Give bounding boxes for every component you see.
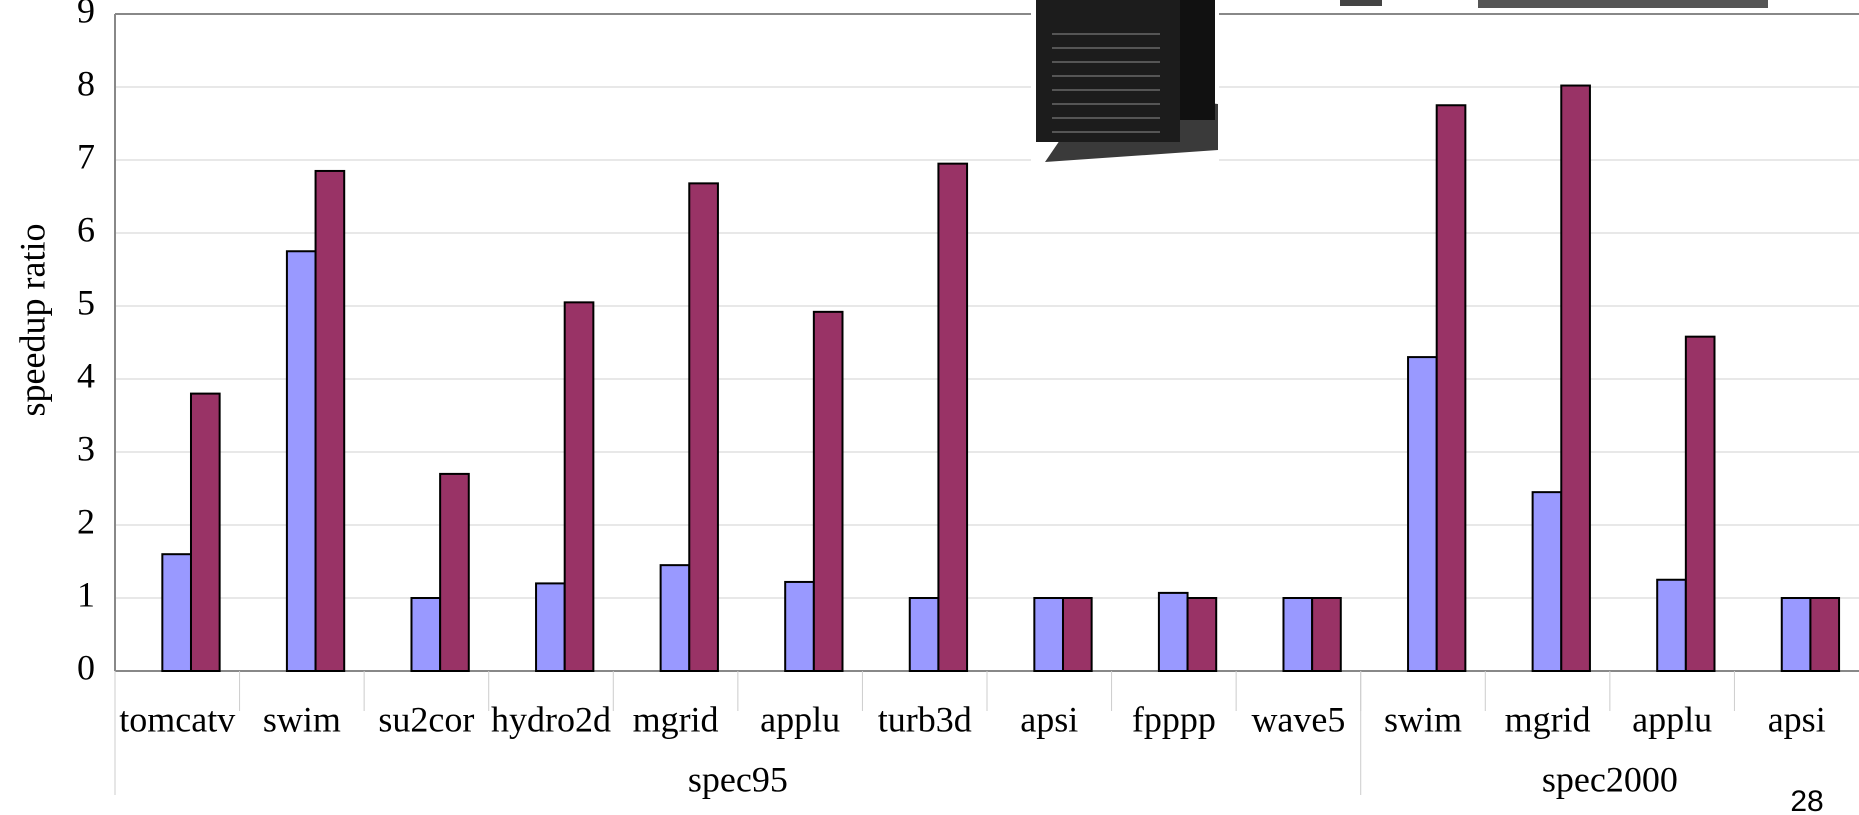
bar [191,394,220,671]
x-tick-label: mgrid [1505,699,1591,739]
y-tick-label: 5 [77,282,95,322]
chart: speedup ratio 28 0123456789tomcatvswimsu… [0,0,1859,815]
bar [1408,357,1437,671]
bar [689,183,718,671]
x-tick-label: mgrid [633,699,719,739]
x-tick-label: apsi [1768,699,1826,739]
y-tick-label: 8 [77,63,95,103]
bar [316,171,345,671]
bar [536,583,565,671]
bar [1686,337,1715,671]
bar [1063,598,1092,671]
y-tick-label: 6 [77,209,95,249]
y-tick-label: 7 [77,136,95,176]
x-tick-label: applu [760,699,840,739]
bar [1810,598,1839,671]
bar [411,598,440,671]
y-tick-label: 4 [77,355,95,395]
bar [440,474,469,671]
group-label: spec95 [688,759,788,799]
x-tick-label: su2cor [378,699,474,739]
x-tick-label: applu [1632,699,1712,739]
x-tick-label: swim [263,699,341,739]
bar [661,565,690,671]
y-tick-label: 0 [77,647,95,687]
page-number: 28 [1790,785,1823,815]
group-label: spec2000 [1542,759,1678,799]
bar [1159,593,1188,671]
x-tick-label: apsi [1020,699,1078,739]
server-photo [1031,0,1768,168]
y-tick-label: 2 [77,501,95,541]
bar [910,598,939,671]
y-tick-label: 9 [77,0,95,30]
bar [814,312,843,671]
x-tick-label: turb3d [878,699,972,739]
bar [1283,598,1312,671]
x-tick-label: tomcatv [119,699,235,739]
bar [1533,492,1562,671]
y-axis-title: speedup ratio [12,224,52,417]
bar [565,302,594,671]
x-tick-label: fpppp [1132,699,1216,739]
bar [938,164,967,671]
bar [785,582,814,671]
bar [1657,580,1686,671]
bar [1188,598,1217,671]
bar [1561,86,1590,671]
y-tick-label: 3 [77,428,95,468]
bar [1782,598,1811,671]
x-tick-label: swim [1384,699,1462,739]
bar [287,251,316,671]
bar [1312,598,1341,671]
bar [1437,105,1466,671]
x-tick-label: wave5 [1251,699,1345,739]
bar [162,554,191,671]
y-tick-label: 1 [77,574,95,614]
x-tick-label: hydro2d [491,699,611,739]
bar [1034,598,1063,671]
